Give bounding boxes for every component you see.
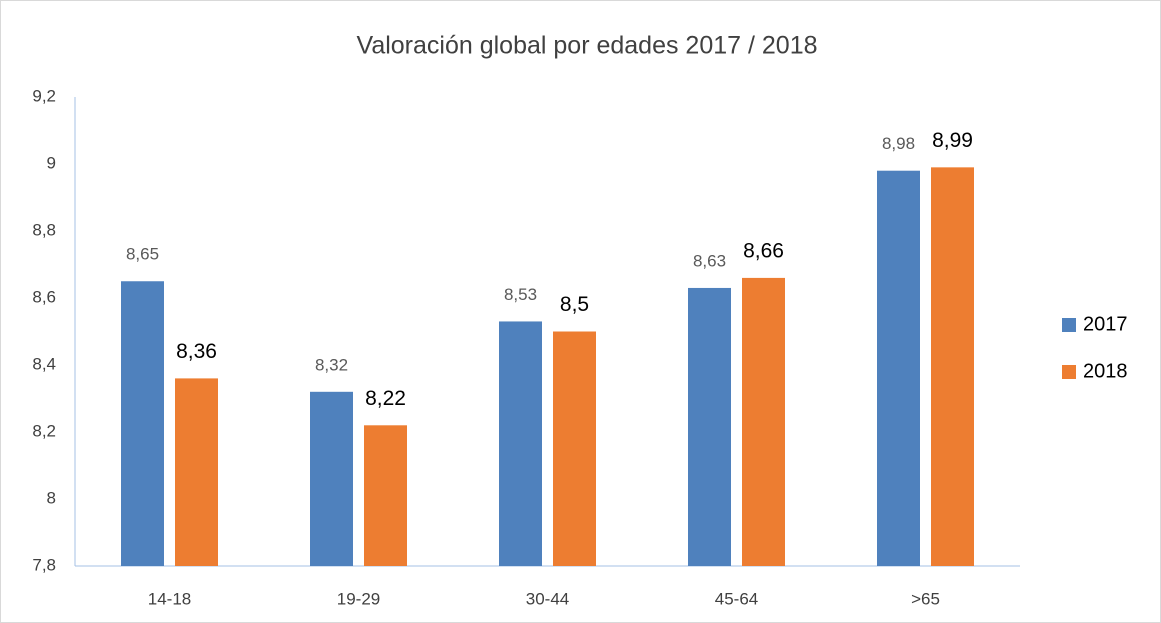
y-tick-label: 8,6 xyxy=(32,287,56,306)
bar xyxy=(121,281,164,566)
data-label: 8,66 xyxy=(743,239,784,262)
x-tick-label: >65 xyxy=(911,589,940,608)
bar xyxy=(310,391,353,566)
y-tick-label: 8 xyxy=(47,488,56,507)
bar xyxy=(931,167,974,566)
y-tick-label: 8,8 xyxy=(32,220,56,239)
data-label: 8,99 xyxy=(932,129,973,152)
data-label: 8,22 xyxy=(365,387,406,410)
x-tick-label: 14-18 xyxy=(148,589,191,608)
data-label: 8,63 xyxy=(693,251,726,270)
bar xyxy=(499,321,542,566)
legend-label: 2017 xyxy=(1083,313,1128,335)
y-tick-label: 9,2 xyxy=(32,86,56,105)
y-tick-label: 9 xyxy=(47,153,56,172)
bar xyxy=(742,277,785,566)
bar xyxy=(364,425,407,566)
data-label: 8,65 xyxy=(126,245,159,264)
bar xyxy=(175,378,218,566)
x-tick-label: 19-29 xyxy=(337,589,380,608)
y-tick-label: 8,2 xyxy=(32,421,56,440)
legend-label: 2018 xyxy=(1083,360,1128,382)
y-tick-label: 7,8 xyxy=(32,555,56,574)
bar xyxy=(553,331,596,566)
data-label: 8,36 xyxy=(176,340,217,363)
x-tick-label: 45-64 xyxy=(715,589,758,608)
legend-swatch xyxy=(1062,318,1076,332)
y-tick-label: 8,4 xyxy=(32,354,56,373)
data-label: 8,98 xyxy=(882,134,915,153)
data-label: 8,53 xyxy=(504,285,537,304)
bar xyxy=(688,287,731,566)
data-label: 8,5 xyxy=(560,293,589,316)
legend-swatch xyxy=(1062,365,1076,379)
chart-title: Valoración global por edades 2017 / 2018 xyxy=(357,32,818,60)
data-label: 8,32 xyxy=(315,355,348,374)
bar xyxy=(877,170,920,566)
x-tick-label: 30-44 xyxy=(526,589,569,608)
